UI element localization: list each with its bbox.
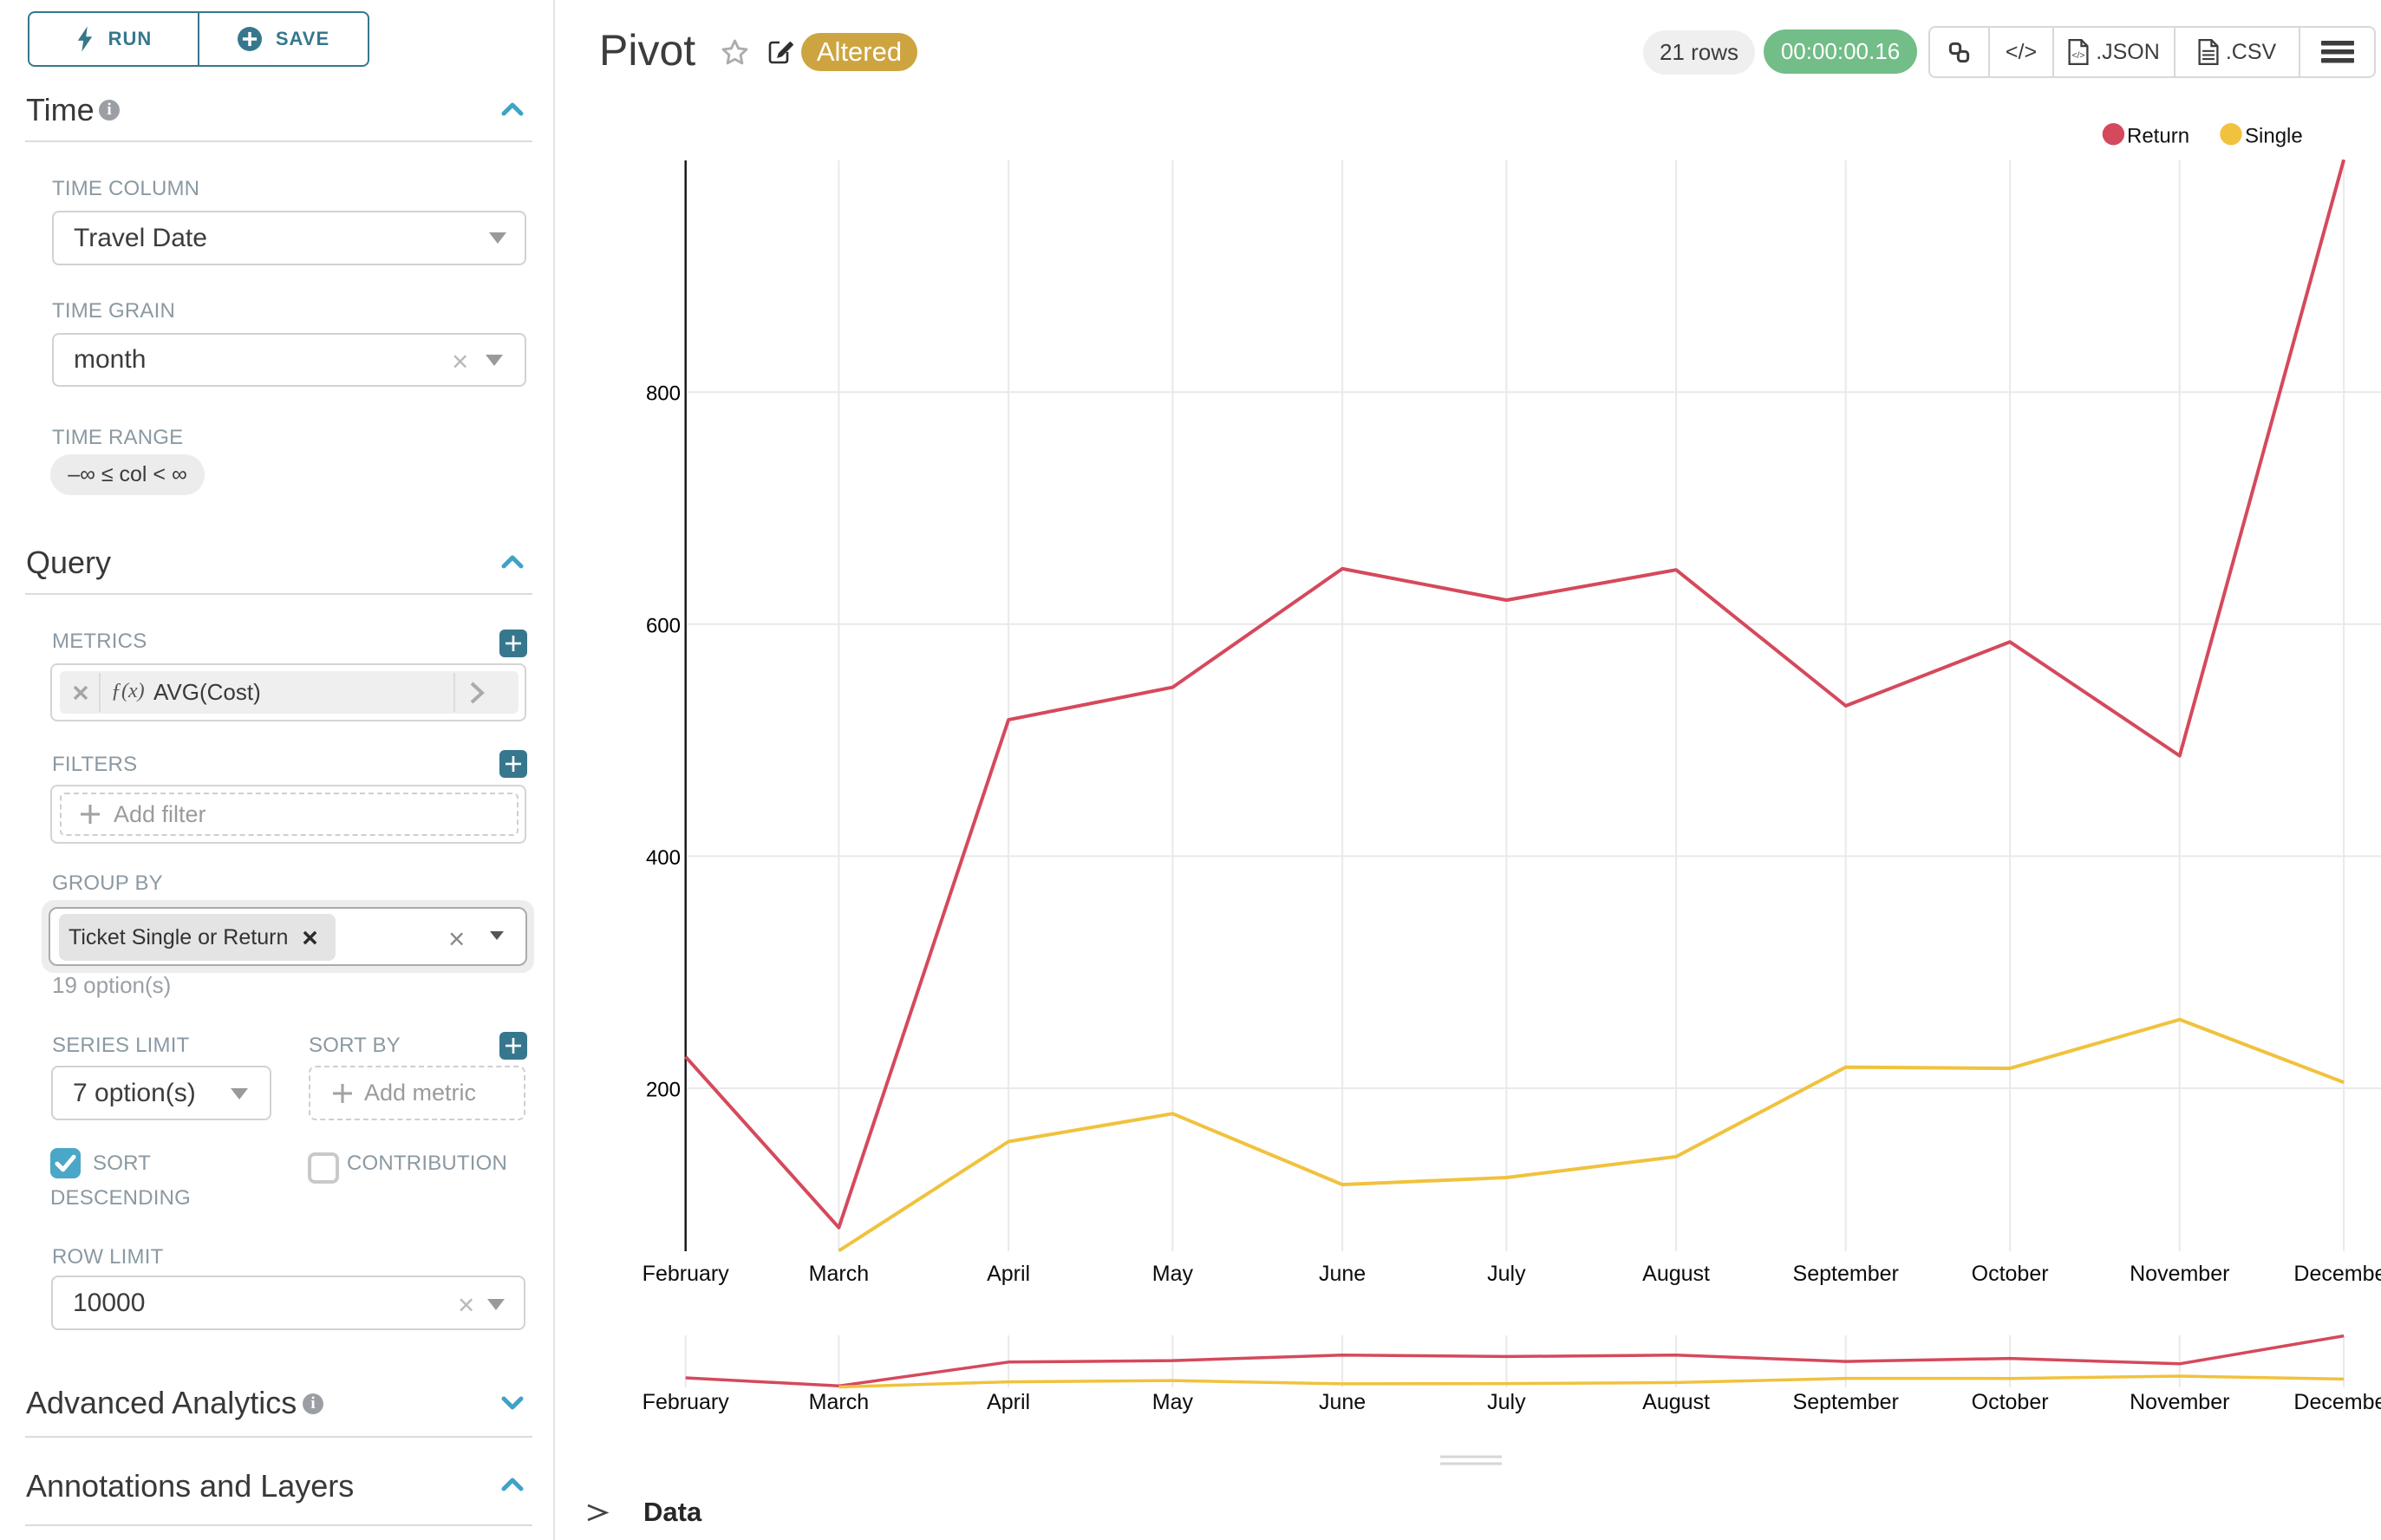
svg-text:October: October xyxy=(1972,1390,2049,1414)
svg-text:February: February xyxy=(643,1390,730,1414)
svg-text:600: 600 xyxy=(646,614,681,637)
svg-text:April: April xyxy=(987,1262,1030,1286)
svg-text:November: November xyxy=(2130,1390,2229,1414)
svg-text:400: 400 xyxy=(646,846,681,870)
svg-text:Single: Single xyxy=(2245,125,2303,148)
svg-text:September: September xyxy=(1793,1390,1899,1414)
svg-text:March: March xyxy=(809,1390,869,1414)
svg-text:June: June xyxy=(1319,1390,1366,1414)
svg-text:May: May xyxy=(1152,1262,1194,1286)
svg-text:200: 200 xyxy=(646,1079,681,1102)
svg-text:September: September xyxy=(1793,1262,1899,1286)
svg-text:July: July xyxy=(1487,1390,1526,1414)
svg-text:Return: Return xyxy=(2127,125,2189,148)
svg-text:Data: Data xyxy=(643,1497,702,1527)
svg-text:August: August xyxy=(1642,1262,1710,1286)
svg-text:December: December xyxy=(2293,1390,2381,1414)
svg-text:April: April xyxy=(987,1390,1030,1414)
svg-text:July: July xyxy=(1487,1262,1526,1286)
svg-text:June: June xyxy=(1319,1262,1366,1286)
svg-text:August: August xyxy=(1642,1390,1710,1414)
svg-text:December: December xyxy=(2293,1262,2381,1286)
svg-text:November: November xyxy=(2130,1262,2229,1286)
svg-text:March: March xyxy=(809,1262,869,1286)
svg-text:February: February xyxy=(643,1262,730,1286)
svg-text:800: 800 xyxy=(646,382,681,406)
svg-text:May: May xyxy=(1152,1390,1194,1414)
svg-text:October: October xyxy=(1972,1262,2049,1286)
svg-text:</>: </> xyxy=(2072,51,2085,61)
